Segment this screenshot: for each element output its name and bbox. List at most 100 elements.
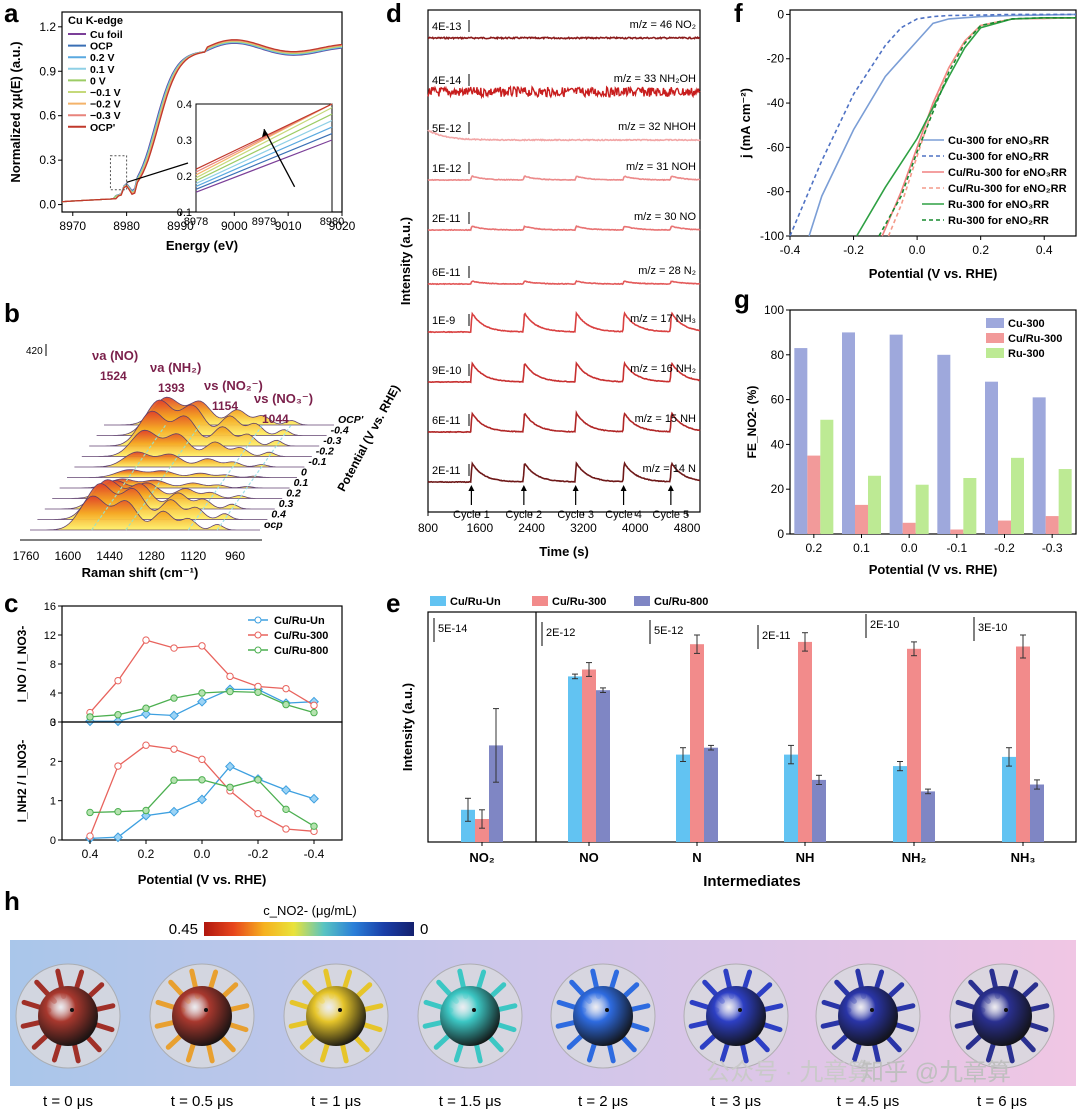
x-tick-label: 0.4 <box>1036 243 1053 257</box>
cycle-arrowhead <box>520 485 527 491</box>
bar <box>1030 784 1044 842</box>
legend-label: −0.1 V <box>90 87 121 99</box>
potential-label: 0.3 <box>279 498 294 510</box>
inset-line-1 <box>195 132 333 190</box>
trace-scale-label: 5E-12 <box>432 123 461 135</box>
trace-label: m/z = 17 NH₃ <box>630 313 696 325</box>
raman-spectrum-7 <box>81 429 312 457</box>
inset-y-tick-label: 0.4 <box>177 99 192 111</box>
legend-swatch <box>532 596 548 606</box>
y-tick-label: 0.6 <box>39 109 56 123</box>
y-axis-label: I_NO / I_NO3- <box>15 626 29 703</box>
watermark-text: 公众号 · 九章算 <box>706 1059 871 1086</box>
bar <box>937 354 951 534</box>
inset-y-tick-label: 0.2 <box>177 171 192 183</box>
x-tick-label: 1440 <box>96 549 123 563</box>
ratio-point <box>310 822 318 830</box>
trace-label: m/z = 28 N₂ <box>638 265 696 277</box>
ratio-point <box>254 776 262 784</box>
cycle-label: Cycle 4 <box>605 509 642 521</box>
peak-name: νa (NO) <box>92 348 138 363</box>
legend-marker <box>254 616 262 624</box>
legend-label: Cu-300 <box>1008 318 1045 330</box>
y-tick-label: -20 <box>767 52 785 66</box>
ratio-point <box>142 704 150 712</box>
bar <box>842 332 855 534</box>
legend-label: Cu/Ru-300 <box>552 596 606 608</box>
panel-b-raman-chart: 1760 1600 1440 1280 1120 960 Raman shift (cm⁻¹… <box>13 344 403 580</box>
x-axis-label: Intermediates <box>703 873 801 890</box>
y-tick-label: 12 <box>44 630 56 642</box>
x-axis-label: Raman shift (cm⁻¹) <box>82 565 199 580</box>
scale-label: 3E-10 <box>978 622 1007 634</box>
bar <box>950 529 964 534</box>
x-tick-label: 1600 <box>54 549 81 563</box>
bar <box>582 669 596 842</box>
potential-label: 0.1 <box>294 477 309 489</box>
ratio-point <box>310 708 318 717</box>
cycle-label: Cycle 5 <box>653 509 690 521</box>
scale-bar-label: 420 <box>26 346 43 357</box>
inset-line-2 <box>195 126 333 187</box>
colorbar-min-label: 0 <box>420 921 428 938</box>
ratio-point <box>309 793 319 804</box>
x-tick-label: -0.4 <box>780 243 801 257</box>
ratio-point <box>226 687 234 696</box>
x-tick-label: 0.2 <box>805 541 822 555</box>
trace-scale-label: 2E-11 <box>432 465 461 477</box>
ratio-point <box>114 676 122 685</box>
inset-line-0 <box>195 139 333 193</box>
core-pore <box>204 1008 208 1012</box>
panel-letter-h: h <box>4 886 20 916</box>
time-label: t = 1 μs <box>311 1093 361 1110</box>
x-tick-label: 8990 <box>167 219 194 233</box>
x-tick-label: 9010 <box>275 219 302 233</box>
trace-label: m/z = 31 NOH <box>626 161 696 173</box>
x-tick-label: 1120 <box>180 549 206 563</box>
plot-frame <box>789 309 1077 535</box>
legend-label: Cu-300 for eNO₂RR <box>948 151 1049 163</box>
ratio-point <box>282 805 290 814</box>
ratio-point <box>198 642 206 650</box>
inset-y-tick-label: 0.3 <box>177 135 192 147</box>
dems-trace-2 <box>427 129 701 142</box>
legend-label: −0.3 V <box>90 110 121 122</box>
trace-label: m/z = 16 NH₂ <box>630 363 696 375</box>
x-tick-label: 1280 <box>138 549 165 563</box>
x-tick-label: 3200 <box>570 521 597 535</box>
legend-label: Ru-300 for eNO₃RR <box>948 199 1049 211</box>
potential-label: -0.1 <box>308 456 326 468</box>
x-tick-label: 0.2 <box>138 847 155 861</box>
core-sphere <box>306 986 366 1046</box>
inset-line-3 <box>195 120 333 185</box>
inset-frame <box>195 103 333 213</box>
ratio-point <box>114 807 122 816</box>
panel-letter-g: g <box>734 284 750 314</box>
y-tick-label: 2 <box>50 756 56 768</box>
x-tick-label: -0.2 <box>994 541 1015 555</box>
bar <box>985 381 998 534</box>
ratio-point <box>169 710 179 721</box>
ratio-point <box>225 761 235 772</box>
legend-swatch <box>986 348 1004 358</box>
x-tick-label: -0.2 <box>248 847 269 861</box>
dems-trace-3 <box>427 175 701 182</box>
time-label: t = 6 μs <box>977 1093 1027 1110</box>
colorbar-label: c_NO2- (μg/mL) <box>263 903 356 918</box>
dems-trace-9 <box>427 460 701 484</box>
inset-y-tick-label: 0.1 <box>177 207 192 219</box>
ratio-point <box>226 783 234 791</box>
legend-label: OCP <box>90 41 113 53</box>
core-sphere <box>838 986 898 1046</box>
panel-letter-c: c <box>4 588 18 618</box>
y-axis-label: I_NH2 / I_NO3- <box>15 740 29 823</box>
x-tick-label: -0.4 <box>304 847 325 861</box>
potential-label: OCP' <box>338 414 364 426</box>
ratio-point <box>198 755 206 764</box>
y-tick-label: 3 <box>50 717 56 729</box>
core-pore <box>70 1008 74 1012</box>
raman-spectrum-6 <box>74 451 305 468</box>
ratio-point <box>86 832 94 840</box>
ratio-point <box>198 776 206 784</box>
